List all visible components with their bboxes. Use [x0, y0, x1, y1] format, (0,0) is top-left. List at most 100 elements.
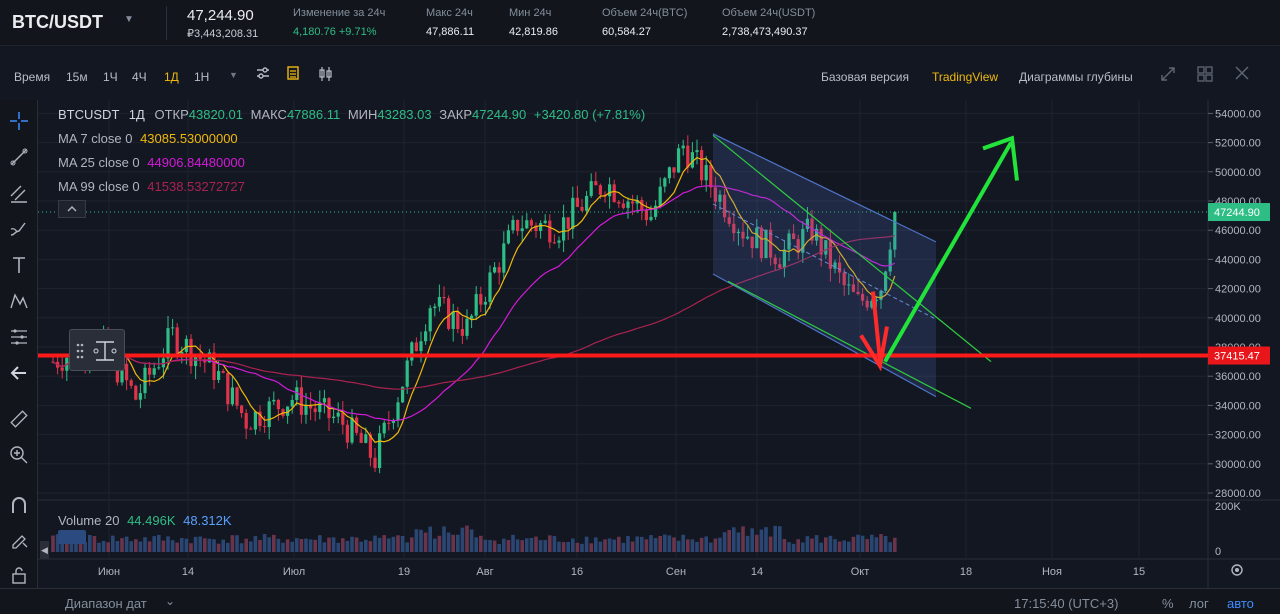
view-basic[interactable]: Базовая версия — [821, 70, 909, 84]
candle-body — [479, 294, 483, 305]
candle-type-icon[interactable] — [318, 66, 334, 87]
ruler-icon[interactable] — [6, 406, 32, 432]
volume-visibility-icon[interactable] — [58, 530, 86, 544]
settings-sliders-icon[interactable] — [256, 66, 270, 85]
lock-icon[interactable] — [6, 562, 32, 588]
candle-body — [138, 393, 142, 400]
auto-toggle[interactable]: авто — [1227, 596, 1254, 611]
volume-bar — [589, 543, 593, 552]
moving-averages — [52, 156, 896, 443]
candle-body — [60, 367, 64, 371]
clock-time[interactable]: 17:15:40 (UTC+3) — [1014, 596, 1119, 611]
trend-line-icon[interactable] — [6, 144, 32, 170]
magnet-icon[interactable] — [6, 492, 32, 518]
text-tool-icon[interactable] — [6, 252, 32, 278]
interval-1w[interactable]: 1Н — [194, 70, 210, 84]
percent-toggle[interactable]: % — [1162, 596, 1174, 611]
gear-icon[interactable] — [1231, 564, 1243, 576]
crosshair-icon[interactable] — [6, 108, 32, 134]
channel-bottom-line — [712, 273, 937, 398]
close-icon[interactable] — [1235, 66, 1249, 85]
y-tick-label: 46000.00 — [1215, 225, 1261, 237]
candle-body — [290, 400, 294, 407]
candle-body — [456, 311, 460, 330]
candle-body — [405, 360, 409, 387]
candle-body — [437, 296, 441, 307]
legend-high: 47886.11 — [286, 107, 341, 122]
volume-bar — [143, 537, 147, 552]
brush-icon[interactable] — [6, 216, 32, 242]
floating-drawing-toolbar[interactable] — [69, 329, 125, 371]
chevron-down-icon[interactable]: ⌄ — [165, 594, 176, 608]
date-range-button[interactable]: Диапазон дат — [65, 596, 147, 611]
volume-bar — [667, 535, 672, 552]
candle-body — [249, 428, 253, 430]
volume-bar — [626, 535, 630, 552]
expand-icon[interactable] — [1160, 66, 1176, 87]
candle-body — [686, 145, 690, 168]
candle-body — [713, 187, 717, 202]
user-drawings[interactable] — [38, 133, 1208, 409]
candle-body — [451, 311, 455, 329]
volume-bar — [354, 537, 359, 552]
volume-bar — [428, 526, 432, 552]
view-tradingview[interactable]: TradingView — [932, 70, 999, 84]
y-tick-label: 42000.00 — [1215, 284, 1261, 296]
volume-bar — [377, 537, 382, 552]
volume-bar — [764, 527, 768, 552]
fib-channel-icon[interactable] — [6, 180, 32, 206]
candle-body — [309, 404, 313, 409]
indicators-icon[interactable] — [287, 66, 299, 85]
drag-handle-icon[interactable] — [76, 343, 84, 359]
symbol-selector[interactable]: BTC/USDT — [12, 12, 103, 32]
volume-bar — [51, 535, 55, 552]
volume-bar — [423, 532, 428, 552]
zoom-in-icon[interactable] — [6, 442, 32, 468]
log-toggle[interactable]: лог — [1189, 596, 1209, 611]
candle-body — [571, 197, 575, 229]
candle-body — [332, 416, 336, 419]
candle-body — [304, 404, 308, 415]
chevron-down-icon[interactable]: ▼ — [124, 14, 134, 25]
pattern-icon[interactable] — [6, 288, 32, 314]
volume-bar — [318, 535, 322, 552]
candle-body — [796, 239, 800, 253]
arrow-left-icon[interactable] — [6, 360, 32, 386]
last-price-tag — [1208, 203, 1270, 222]
volume-bar — [272, 534, 276, 552]
y-tick-label: 32000.00 — [1215, 430, 1261, 442]
interval-4h[interactable]: 4Ч — [132, 70, 147, 84]
price-chart[interactable]: 54000.0052000.0050000.0048000.0046000.00… — [38, 100, 1280, 588]
collapse-legend-button[interactable] — [58, 200, 86, 218]
candle-body — [143, 367, 147, 394]
x-tick-label: 15 — [1133, 566, 1145, 578]
lock-drawing-icon[interactable] — [6, 526, 32, 552]
volume-bar — [161, 540, 166, 552]
volume-bar — [60, 542, 64, 552]
candle-body — [350, 417, 354, 443]
volume-bar — [193, 536, 198, 552]
stat-value-low: 42,819.86 — [509, 26, 558, 38]
chevron-down-icon[interactable]: ▼ — [229, 70, 238, 80]
horizontal-ray-icon[interactable] — [93, 341, 117, 361]
volume-bar — [244, 538, 248, 552]
grid-layout-icon[interactable] — [1197, 66, 1213, 87]
volume-bar — [552, 536, 557, 552]
interval-time[interactable]: Время — [14, 70, 51, 84]
scroll-left-icon[interactable]: ◀ — [40, 541, 49, 559]
interval-15m[interactable]: 15м — [66, 70, 88, 84]
candle-body — [704, 165, 708, 181]
measure-icon[interactable] — [6, 324, 32, 350]
candle-body — [336, 412, 340, 417]
interval-1d[interactable]: 1Д — [164, 70, 179, 84]
volume-bar — [529, 537, 534, 552]
candle-body — [194, 355, 198, 367]
interval-1h[interactable]: 1Ч — [103, 70, 118, 84]
candle-body — [585, 195, 589, 211]
legend-low-label: МИН — [347, 107, 378, 122]
candle-body — [552, 242, 556, 244]
view-depth[interactable]: Диаграммы глубины — [1019, 70, 1133, 84]
candle-body — [709, 165, 713, 188]
candle-body — [520, 228, 524, 232]
candle-body — [529, 220, 533, 226]
